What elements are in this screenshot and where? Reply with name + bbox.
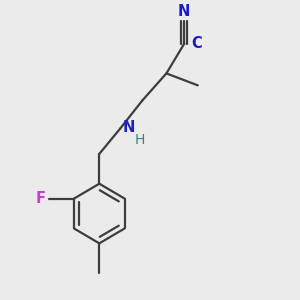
- Text: N: N: [123, 120, 135, 135]
- Text: C: C: [191, 36, 202, 51]
- Text: F: F: [36, 191, 46, 206]
- Text: N: N: [178, 4, 190, 19]
- Text: H: H: [134, 133, 145, 147]
